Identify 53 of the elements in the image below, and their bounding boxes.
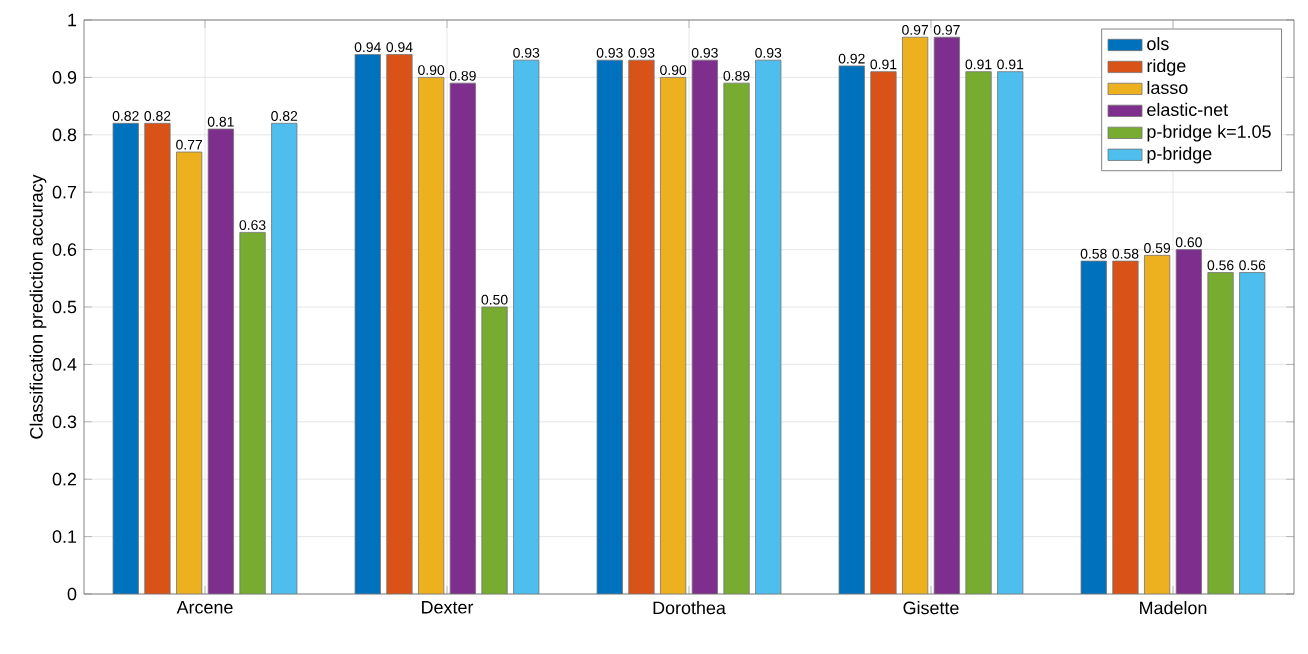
bar [691,59,718,594]
y-tick-label: 0.6 [52,243,77,256]
x-tick-label: Madelon [1140,601,1207,615]
bar [386,54,413,594]
bar [1080,260,1107,594]
legend-label: ols [1147,36,1169,51]
bar [965,71,992,594]
y-tick-label: 0 [67,587,77,601]
y-tick-label: 0.7 [52,185,77,199]
legend-label: ridge [1147,58,1186,76]
bar [1207,272,1234,594]
bar [239,231,266,594]
bar [933,36,960,594]
y-tick-label: 0.8 [52,128,77,142]
bar [660,77,687,594]
y-tick-label: 0.3 [52,415,77,429]
bar [418,77,445,594]
y-tick-label: 0.1 [52,530,77,543]
bar [112,122,139,594]
y-tick-label: 1 [68,13,77,27]
bar [1175,249,1202,594]
bar [207,128,234,594]
bar [513,59,540,594]
y-tick-label: 0.5 [52,300,77,314]
y-tick-label: 0.4 [52,358,77,371]
x-tick-label: Dexter [422,601,474,614]
bar [870,71,897,594]
bar [997,71,1024,594]
bar [354,54,381,594]
legend-label: lasso [1147,80,1188,95]
bar [1144,254,1171,594]
y-axis-title: Classification prediction accuracy [29,174,47,439]
bar [838,65,865,594]
x-tick-label: Gisette [903,601,959,615]
bar [755,59,782,594]
bar [449,82,476,594]
bar [144,122,171,594]
bar [902,36,929,594]
bar [1112,260,1139,594]
bar [723,82,750,594]
x-tick-label: Arcene [176,601,233,614]
y-tick-label: 0.9 [52,71,77,84]
legend-label: p-bridge k=1.05 [1147,124,1271,142]
legend-label: p-bridge [1147,146,1212,164]
bar [271,122,298,594]
bar [628,59,655,594]
x-tick-label: Dorothea [653,601,726,615]
legend-label: elastic-net [1147,102,1228,117]
bar [596,59,623,594]
bar [481,306,508,594]
bar [176,151,203,594]
bar [1239,272,1266,594]
y-tick-label: 0.2 [52,472,77,486]
